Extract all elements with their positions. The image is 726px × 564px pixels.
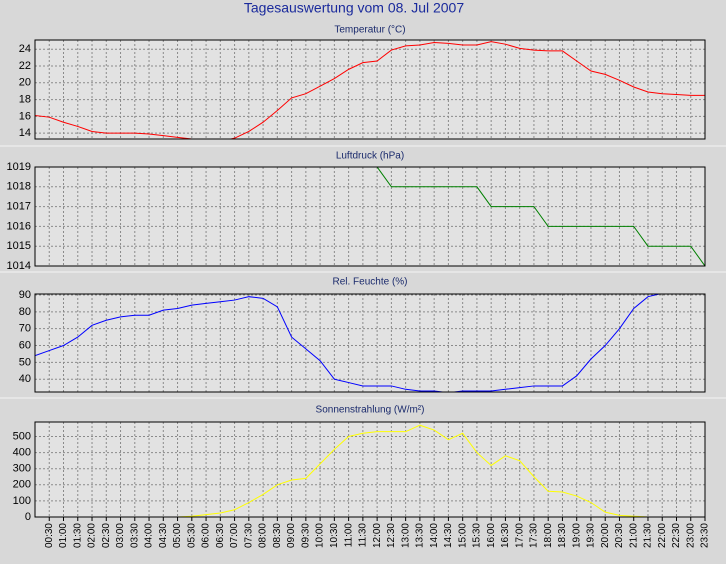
x-tick-label: 19:00 — [571, 523, 582, 548]
y-tick-label: 1015 — [7, 240, 31, 252]
x-tick-label: 17:00 — [514, 523, 525, 548]
plot-area — [35, 167, 705, 266]
x-tick-label: 17:30 — [529, 523, 540, 548]
x-tick-label: 16:00 — [486, 523, 497, 548]
plot-border — [34, 421, 706, 518]
y-tick-label: 50 — [19, 356, 31, 368]
y-tick-label: 90 — [19, 289, 31, 301]
y-tick-label: 24 — [19, 43, 31, 55]
x-tick-label: 14:00 — [429, 523, 440, 548]
x-tick-label: 03:00 — [115, 523, 126, 548]
x-tick-label: 05:00 — [172, 523, 183, 548]
x-tick-label: 13:30 — [415, 523, 426, 548]
panel-title: Temperatur (°C) — [334, 25, 405, 36]
y-tick-label: 70 — [19, 323, 31, 335]
y-tick-label: 16 — [19, 110, 31, 122]
x-tick-label: 18:00 — [543, 523, 554, 548]
x-tick-label: 01:00 — [58, 523, 69, 548]
y-tick-label: 14 — [19, 127, 31, 139]
x-tick-label: 10:00 — [315, 523, 326, 548]
x-tick-label: 13:00 — [400, 523, 411, 548]
y-tick-label: 100 — [13, 495, 31, 507]
x-tick-label: 12:00 — [372, 523, 383, 548]
x-tick-label: 20:00 — [600, 523, 611, 548]
x-tick-label: 21:30 — [643, 523, 654, 548]
y-tick-label: 200 — [13, 479, 31, 491]
y-tick-label: 0 — [25, 511, 31, 523]
x-tick-label: 04:00 — [144, 523, 155, 548]
x-tick-label: 22:30 — [671, 523, 682, 548]
y-tick-label: 1017 — [7, 201, 31, 213]
x-tick-label: 15:30 — [472, 523, 483, 548]
x-tick-label: 09:00 — [286, 523, 297, 548]
x-tick-label: 16:30 — [500, 523, 511, 548]
y-tick-label: 1019 — [7, 161, 31, 173]
x-tick-label: 19:30 — [586, 523, 597, 548]
x-tick-label: 11:30 — [358, 523, 369, 548]
x-tick-label: 23:00 — [685, 523, 696, 548]
x-tick-label: 10:30 — [329, 523, 340, 548]
x-tick-label: 02:00 — [87, 523, 98, 548]
x-tick-label: 07:30 — [243, 523, 254, 548]
x-tick-label: 01:30 — [72, 523, 83, 548]
y-tick-label: 40 — [19, 373, 31, 385]
x-tick-label: 11:00 — [343, 523, 354, 548]
x-tick-label: 12:30 — [386, 523, 397, 548]
data-line — [35, 424, 705, 517]
y-tick-label: 22 — [19, 60, 31, 72]
y-tick-label: 20 — [19, 77, 31, 89]
plot-area — [35, 40, 705, 139]
x-tick-label: 03:30 — [129, 523, 140, 548]
x-tick-label: 15:00 — [457, 523, 468, 548]
x-tick-label: 00:30 — [44, 523, 55, 548]
y-tick-label: 1016 — [7, 220, 31, 232]
x-tick-label: 20:30 — [614, 523, 625, 548]
y-tick-label: 1018 — [7, 181, 31, 193]
x-tick-label: 04:30 — [158, 523, 169, 548]
panel-title: Rel. Feuchte (%) — [332, 277, 407, 288]
y-tick-label: 18 — [19, 93, 31, 105]
data-line — [35, 294, 662, 392]
plot-area — [35, 422, 705, 517]
y-tick-label: 60 — [19, 339, 31, 351]
y-tick-label: 80 — [19, 306, 31, 318]
panel-title: Luftdruck (hPa) — [336, 151, 404, 162]
x-tick-label: 07:00 — [229, 523, 240, 548]
x-tick-label: 23:30 — [700, 523, 711, 548]
y-tick-label: 400 — [13, 446, 31, 458]
plot-border — [34, 166, 706, 267]
y-tick-label: 500 — [13, 430, 31, 442]
x-tick-label: 18:30 — [557, 523, 568, 548]
x-tick-label: 14:30 — [443, 523, 454, 548]
x-tick-label: 08:30 — [272, 523, 283, 548]
x-tick-label: 22:00 — [657, 523, 668, 548]
x-tick-label: 08:00 — [258, 523, 269, 548]
data-line — [35, 167, 705, 266]
x-tick-label: 09:30 — [300, 523, 311, 548]
page-title: Tagesauswertung vom 08. Jul 2007 — [244, 0, 464, 16]
data-line — [35, 41, 705, 139]
plot-area — [35, 294, 705, 392]
panel-title: Sonnenstrahlung (W/m²) — [316, 405, 425, 416]
x-tick-label: 02:30 — [101, 523, 112, 548]
x-tick-label: 06:00 — [201, 523, 212, 548]
x-tick-label: 06:30 — [215, 523, 226, 548]
y-tick-label: 300 — [13, 463, 31, 475]
y-tick-label: 1014 — [7, 260, 31, 272]
plot-border — [34, 293, 706, 393]
x-tick-label: 21:00 — [628, 523, 639, 548]
x-tick-label: 05:30 — [186, 523, 197, 548]
plot-border — [34, 39, 706, 140]
